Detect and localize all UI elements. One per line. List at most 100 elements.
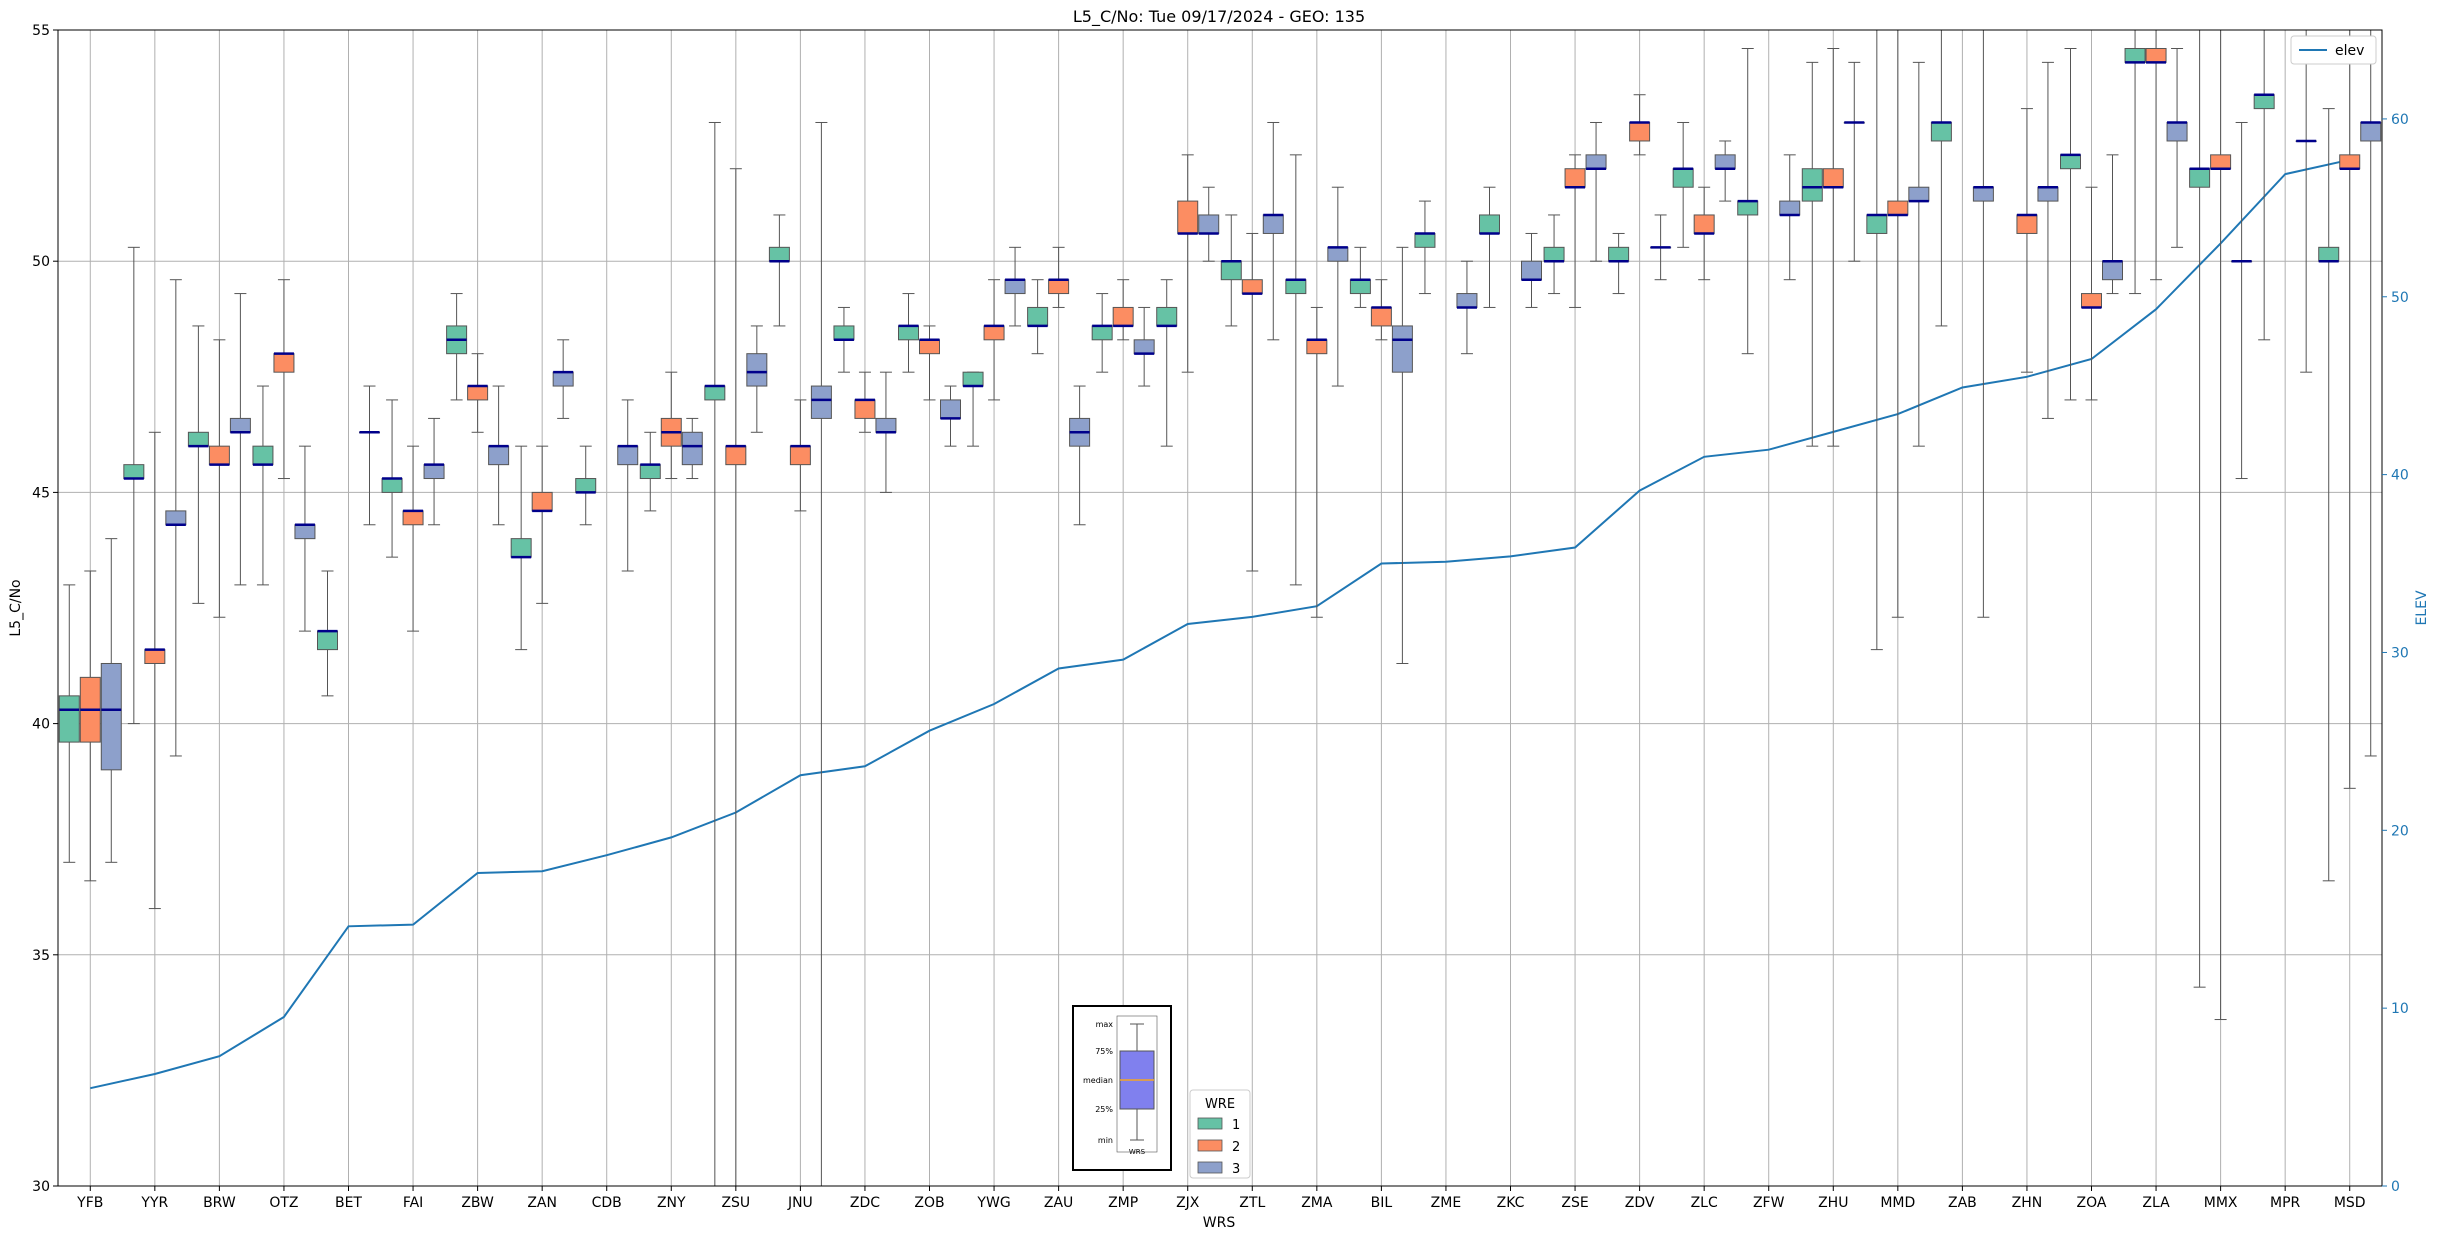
box-iqr: [1091, 325, 1113, 341]
box-OTZ-wre-2: [273, 279, 295, 480]
key-box-label-3: 25%: [1095, 1105, 1113, 1114]
box-iqr: [510, 538, 532, 558]
box-FAI-wre-1: [381, 399, 403, 558]
box-BRW-wre-2: [208, 339, 230, 618]
x-tick-label: ZNY: [657, 1195, 686, 1211]
box-iqr: [1004, 279, 1026, 295]
box-ZAB-wre-1: [1930, 29, 1952, 327]
box-YYR-wre-1: [123, 246, 145, 725]
box-iqr: [1908, 186, 1930, 202]
box-ZTL-wre-3: [1262, 121, 1284, 341]
box-BIL-wre-3: [1391, 246, 1413, 664]
box-iqr: [2166, 121, 2188, 142]
box-iqr: [1156, 306, 1178, 327]
box-iqr: [639, 464, 661, 480]
box-ZLA-wre-3: [2166, 47, 2188, 248]
box-ZAU-wre-1: [1027, 279, 1049, 355]
box-ZSU-wre-3: [746, 325, 768, 433]
x-tick-label: ZTL: [1239, 1195, 1265, 1211]
box-iqr: [617, 445, 639, 466]
box-BRW-wre-1: [187, 325, 209, 604]
x-tick-label: MMX: [2204, 1195, 2238, 1211]
box-MPR-wre-3: [2295, 29, 2317, 373]
box-iqr: [1714, 154, 1736, 170]
box-iqr: [2145, 47, 2167, 63]
box-ZAN-wre-1: [510, 445, 532, 651]
x-tick-label: MMD: [1880, 1195, 1915, 1211]
x-tick-label: ZME: [1431, 1195, 1462, 1211]
box-iqr: [1133, 339, 1155, 355]
box-ZHU-wre-3: [1843, 61, 1865, 262]
x-tick-label: YYR: [140, 1195, 168, 1211]
box-ZAN-wre-3: [552, 339, 574, 419]
grid-lines: [58, 29, 2382, 1187]
box-FAI-wre-3: [423, 417, 445, 526]
box-iqr: [746, 353, 768, 387]
wre-legend-swatch-1: [1197, 1117, 1223, 1130]
box-iqr: [1564, 168, 1586, 188]
box-iqr: [273, 353, 295, 373]
box-iqr: [144, 649, 166, 664]
box-MSD-wre-2: [2339, 29, 2361, 789]
box-CDB-wre-1: [575, 445, 597, 526]
box-BET-wre-1: [317, 570, 338, 697]
box-iqr: [2081, 293, 2102, 308]
axes-layer: 30 35 40 45 50 55 0 10 20 30 40 50 60 YFB YYR BRW OTZ BET…: [32, 23, 2409, 1211]
box-ZSE-wre-1: [1543, 214, 1565, 295]
box-ZSE-wre-3: [1585, 121, 1607, 262]
box-iqr: [1866, 214, 1888, 234]
box-ZTL-wre-1: [1220, 214, 1242, 327]
box-MSD-wre-1: [2318, 108, 2340, 882]
box-BIL-wre-1: [1349, 246, 1371, 308]
box-ZOA-wre-3: [2102, 154, 2123, 295]
box-YFB-wre-1: [58, 584, 80, 863]
box-ZLC-wre-1: [1672, 121, 1694, 248]
box-iqr: [1349, 279, 1371, 295]
box-iqr: [833, 325, 855, 341]
x-tick-label: YFB: [76, 1195, 103, 1211]
box-ZDC-wre-2: [854, 371, 876, 433]
x-tick-label: ZFW: [1753, 1195, 1785, 1211]
x-tick-label: ZJX: [1176, 1195, 1200, 1211]
x-tick-label: MPR: [2270, 1195, 2301, 1211]
wre-legend-title: WRE: [1205, 1097, 1235, 1112]
box-iqr: [1822, 168, 1844, 188]
box-iqr: [1048, 279, 1070, 295]
box-iqr: [252, 445, 274, 466]
box-ZJX-wre-2: [1177, 154, 1199, 373]
box-ZOB-wre-2: [919, 325, 940, 401]
y2-tick-label: 20: [2391, 823, 2409, 839]
box-iqr: [2318, 246, 2340, 262]
box-iqr: [898, 325, 919, 341]
box-iqr: [1370, 306, 1392, 327]
box-ZLA-wre-1: [2124, 29, 2146, 295]
box-iqr: [123, 464, 145, 480]
y-tick-label: 45: [32, 485, 50, 501]
box-YFB-wre-2: [79, 570, 101, 882]
y-tick-label: 35: [32, 948, 50, 964]
box-MSD-wre-3: [2360, 29, 2382, 757]
box-ZNY-wre-2: [660, 371, 682, 480]
box-iqr: [531, 491, 553, 512]
box-YFB-wre-3: [100, 538, 122, 863]
plot-frame: [57, 29, 2383, 1187]
legends-layer: elev WRE 1 2 3 max 75% median 25% min WRS: [1072, 35, 2377, 1179]
key-box-label-2: median: [1083, 1076, 1113, 1085]
box-iqr: [381, 478, 403, 493]
elev-line-layer: [90, 158, 2350, 1090]
box-iqr: [1262, 214, 1284, 234]
box-iqr: [919, 339, 940, 355]
box-YWG-wre-3: [1004, 246, 1026, 327]
y-tick-label: 30: [32, 1179, 50, 1195]
box-iqr: [1391, 325, 1413, 373]
wre-legend-label-3: 3: [1232, 1162, 1240, 1177]
box-ZDV-wre-1: [1608, 232, 1630, 295]
x-tick-label: ZMA: [1301, 1195, 1333, 1211]
box-iqr: [1285, 279, 1307, 295]
box-iqr: [681, 431, 703, 466]
box-ZFW-wre-1: [1737, 47, 1759, 355]
box-iqr: [2189, 168, 2211, 188]
box-ZMP-wre-2: [1112, 279, 1134, 341]
box-iqr: [983, 325, 1005, 341]
